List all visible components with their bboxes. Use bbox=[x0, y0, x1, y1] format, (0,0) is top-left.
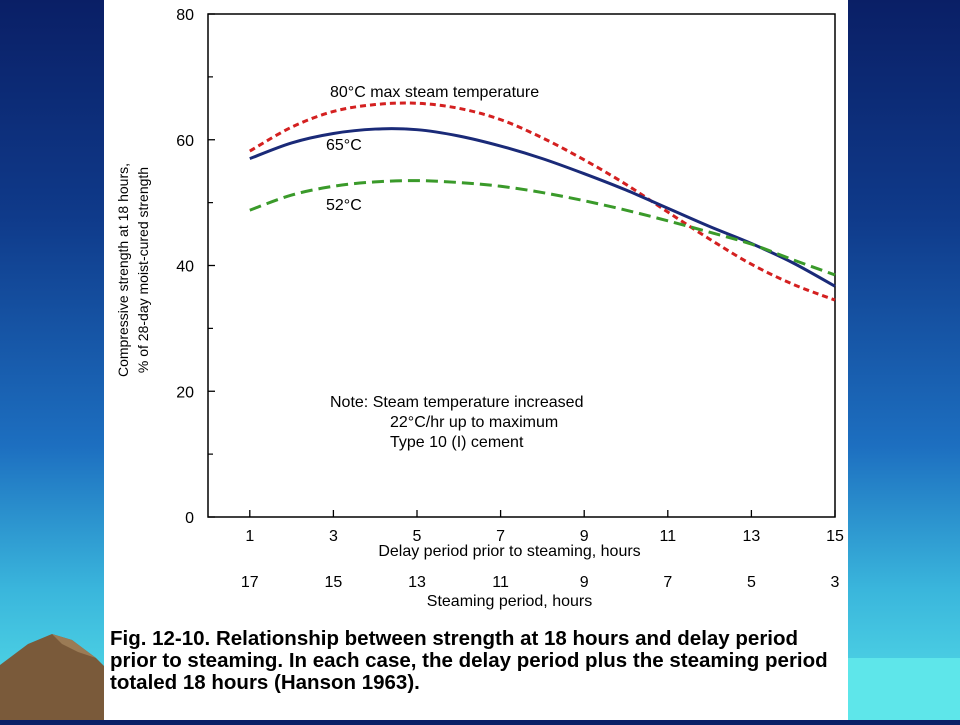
x2-tick-label: 9 bbox=[580, 574, 589, 591]
x2-tick-label: 13 bbox=[408, 574, 426, 591]
y-tick-label: 0 bbox=[185, 510, 194, 527]
x-tick-label: 5 bbox=[413, 528, 422, 545]
series-label-0: 80°C max steam temperature bbox=[330, 84, 539, 101]
note-line-2: Type 10 (I) cement bbox=[390, 434, 524, 451]
x-axis-title: Delay period prior to steaming, hours bbox=[378, 543, 640, 560]
figure-caption: Fig. 12-10. Relationship between strengt… bbox=[110, 627, 828, 694]
x-tick-label: 7 bbox=[496, 528, 505, 545]
background-strip bbox=[848, 658, 960, 720]
y-axis-title-line-1: % of 28-day moist-cured strength bbox=[135, 167, 151, 373]
mountain-decoration bbox=[0, 630, 120, 720]
x-tick-label: 3 bbox=[329, 528, 338, 545]
x2-tick-label: 11 bbox=[492, 574, 509, 591]
x2-tick-label: 15 bbox=[325, 574, 343, 591]
y-tick-label: 60 bbox=[176, 133, 194, 150]
y-tick-label: 80 bbox=[176, 7, 194, 24]
axis-titles: Delay period prior to steaming, hours Ste… bbox=[115, 163, 641, 610]
y-axis-title-line-0: Compressive strength at 18 hours, bbox=[115, 163, 131, 377]
x2-axis-title: Steaming period, hours bbox=[427, 593, 592, 610]
note-line-1: 22°C/hr up to maximum bbox=[390, 414, 558, 431]
series-label-1: 65°C bbox=[326, 137, 362, 154]
series-labels: 80°C max steam temperature 65°C 52°C bbox=[326, 84, 539, 214]
series-label-2: 52°C bbox=[326, 197, 362, 214]
x2-tick-label: 5 bbox=[747, 574, 756, 591]
series-line-1 bbox=[249, 127, 836, 288]
x2-tick-label: 7 bbox=[663, 574, 672, 591]
y-tick-label: 40 bbox=[176, 259, 194, 276]
x-tick-label: 1 bbox=[245, 528, 254, 545]
y-tick-label: 20 bbox=[176, 384, 194, 401]
series-line-0 bbox=[249, 101, 836, 302]
x2-tick-label: 3 bbox=[831, 574, 840, 591]
slide-panel: 0 20 40 60 80 1 17 3 15 5 13 7 11 9 9 11 7 13 5 15 3 80°C ma… bbox=[104, 0, 848, 720]
series-line-2 bbox=[249, 179, 836, 277]
x-tick-label: 9 bbox=[580, 528, 589, 545]
note-line-0: Note: Steam temperature increased bbox=[330, 394, 583, 411]
x2-tick-label: 17 bbox=[241, 574, 259, 591]
x-tick-label: 11 bbox=[659, 528, 676, 545]
series-lines bbox=[249, 101, 836, 302]
x-tick-label: 13 bbox=[743, 528, 761, 545]
x-tick-label: 15 bbox=[826, 528, 844, 545]
note-block: Note: Steam temperature increased 22°C/hr… bbox=[330, 394, 583, 451]
